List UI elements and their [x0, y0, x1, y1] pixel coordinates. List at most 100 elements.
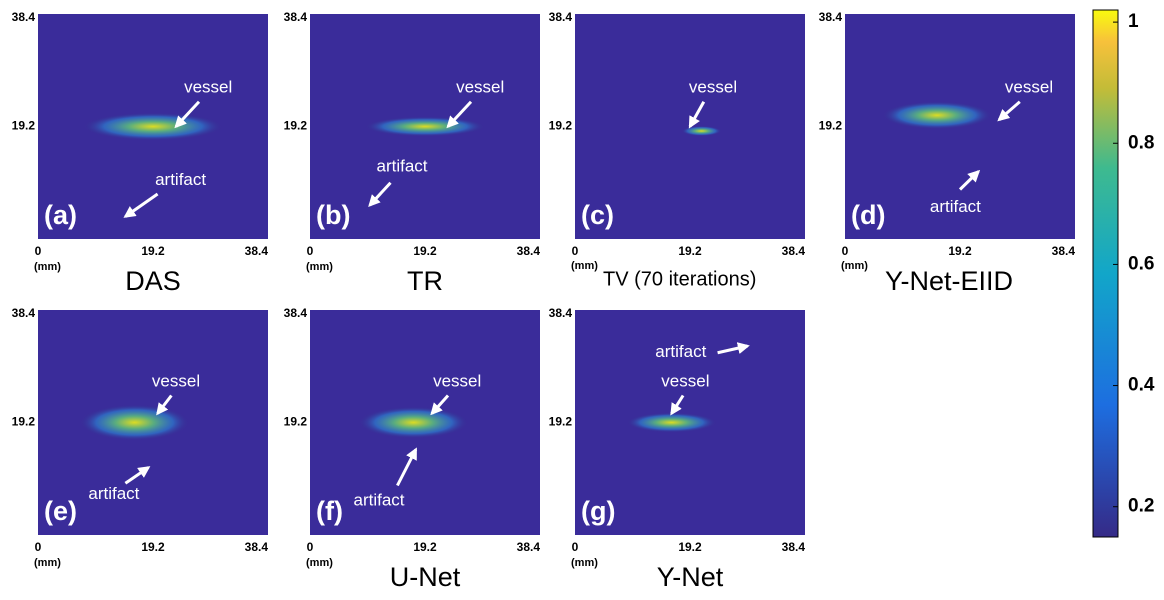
colorbar-tick-label: 0.8: [1128, 132, 1154, 153]
x-tick-label: 38.4: [1052, 244, 1076, 258]
axis-unit: (mm): [34, 557, 61, 569]
x-tick-label: 19.2: [678, 540, 702, 554]
panel-title: DAS: [125, 266, 181, 296]
arrow: [446, 100, 473, 129]
panel-title: Y-Net: [657, 562, 724, 592]
x-tick-label: 19.2: [413, 244, 437, 258]
panel: vessel artifact (d) 38.4 19.2 0 19.2 38.4 (mm) Y-…: [819, 10, 1076, 296]
axis-unit: (mm): [306, 261, 333, 273]
image-feature: [358, 406, 469, 439]
image-feature: [79, 404, 190, 441]
annotation: vessel: [661, 371, 709, 390]
panel-label: (a): [44, 200, 77, 230]
arrow: [368, 181, 392, 208]
panel: vessel artifact (e) 38.4 19.2 0 19.2 38.4 (mm): [12, 306, 269, 569]
annotation: artifact: [353, 491, 404, 510]
y-tick-label: 19.2: [284, 415, 308, 429]
axis-unit: (mm): [306, 557, 333, 569]
panel-title: Y-Net-EIID: [885, 266, 1013, 296]
x-tick-label: 19.2: [141, 540, 165, 554]
annotation: vessel: [433, 371, 481, 390]
axis-unit: (mm): [571, 260, 598, 272]
x-tick-label: 38.4: [782, 540, 806, 554]
image-feature: [365, 116, 485, 137]
y-tick-label: 19.2: [819, 119, 843, 133]
annotation: artifact: [930, 197, 981, 216]
y-tick-label: 19.2: [549, 415, 573, 429]
x-tick-label: 0: [307, 540, 314, 554]
arrow: [123, 192, 159, 218]
y-tick-label: 19.2: [12, 119, 36, 133]
x-tick-label: 19.2: [678, 244, 702, 258]
panel: vessel artifact (f) 38.4 19.2 0 19.2 38.4 (mm) U-…: [284, 306, 541, 592]
arrow: [396, 447, 418, 487]
panel-label: (g): [581, 496, 615, 526]
y-tick-label: 38.4: [549, 10, 573, 24]
panel: artifact vessel (g) 38.4 19.2 0 19.2 38.4 (mm) Y-…: [549, 306, 806, 592]
arrow: [997, 100, 1021, 122]
annotation: artifact: [88, 484, 139, 503]
image-feature: [626, 412, 717, 433]
y-tick-label: 38.4: [284, 306, 308, 320]
x-tick-label: 19.2: [413, 540, 437, 554]
arrow: [670, 394, 685, 416]
colorbar-tick-label: 1: [1128, 11, 1139, 32]
y-tick-label: 38.4: [12, 10, 36, 24]
x-tick-label: 19.2: [141, 244, 165, 258]
panel: vessel (c) 38.4 19.2 0 19.2 38.4 (mm) TV (70 ite…: [549, 10, 806, 290]
image-feature: [83, 112, 223, 141]
x-tick-label: 0: [572, 540, 579, 554]
colorbar-tick-label: 0.4: [1128, 375, 1155, 396]
panel-label: (d): [851, 200, 885, 230]
annotation: vessel: [1005, 78, 1053, 97]
panel-label: (e): [44, 496, 77, 526]
axis-unit: (mm): [34, 261, 61, 273]
x-tick-label: 38.4: [245, 244, 269, 258]
annotation: artifact: [155, 170, 206, 189]
y-tick-label: 38.4: [12, 306, 36, 320]
annotation: vessel: [456, 78, 504, 97]
image-feature: [681, 126, 722, 136]
panel-label: (f): [316, 496, 343, 526]
panel-title: U-Net: [390, 562, 461, 592]
x-tick-label: 0: [35, 540, 42, 554]
x-tick-label: 0: [35, 244, 42, 258]
panel-title: TV (70 iterations): [603, 268, 756, 290]
x-tick-label: 0: [307, 244, 314, 258]
arrow: [174, 100, 201, 129]
y-tick-label: 19.2: [549, 119, 573, 133]
arrow: [688, 101, 706, 129]
panel: vessel artifact (b) 38.4 19.2 0 19.2 38.4 (mm) TR: [284, 10, 541, 296]
arrow: [430, 394, 450, 416]
x-tick-label: 38.4: [782, 244, 806, 258]
annotation: artifact: [655, 342, 706, 361]
arrow: [156, 394, 173, 416]
arrow: [958, 169, 981, 191]
y-tick-label: 38.4: [284, 10, 308, 24]
x-tick-label: 38.4: [245, 540, 269, 554]
panel: vessel artifact (a) 38.4 19.2 0 19.2 38.4 (mm) DA…: [12, 10, 269, 296]
colorbar-tick-label: 0.2: [1128, 496, 1154, 517]
x-tick-label: 38.4: [517, 244, 541, 258]
colorbar-tick-label: 0.6: [1128, 253, 1154, 274]
x-tick-label: 19.2: [948, 244, 972, 258]
x-tick-label: 38.4: [517, 540, 541, 554]
y-tick-label: 38.4: [819, 10, 843, 24]
annotation: vessel: [689, 78, 737, 97]
panel-label: (b): [316, 200, 350, 230]
axis-unit: (mm): [841, 260, 868, 272]
image-feature: [882, 101, 992, 130]
y-tick-label: 19.2: [284, 119, 308, 133]
panel-title: TR: [407, 266, 443, 296]
annotation: artifact: [376, 156, 427, 175]
colorbar: [1092, 9, 1119, 538]
annotation: vessel: [184, 78, 232, 97]
y-tick-label: 38.4: [549, 306, 573, 320]
x-tick-label: 0: [842, 244, 849, 258]
y-tick-label: 19.2: [12, 415, 36, 429]
panel-label: (c): [581, 200, 614, 230]
annotation: vessel: [152, 371, 200, 390]
x-tick-label: 0: [572, 244, 579, 258]
arrow: [124, 466, 151, 485]
